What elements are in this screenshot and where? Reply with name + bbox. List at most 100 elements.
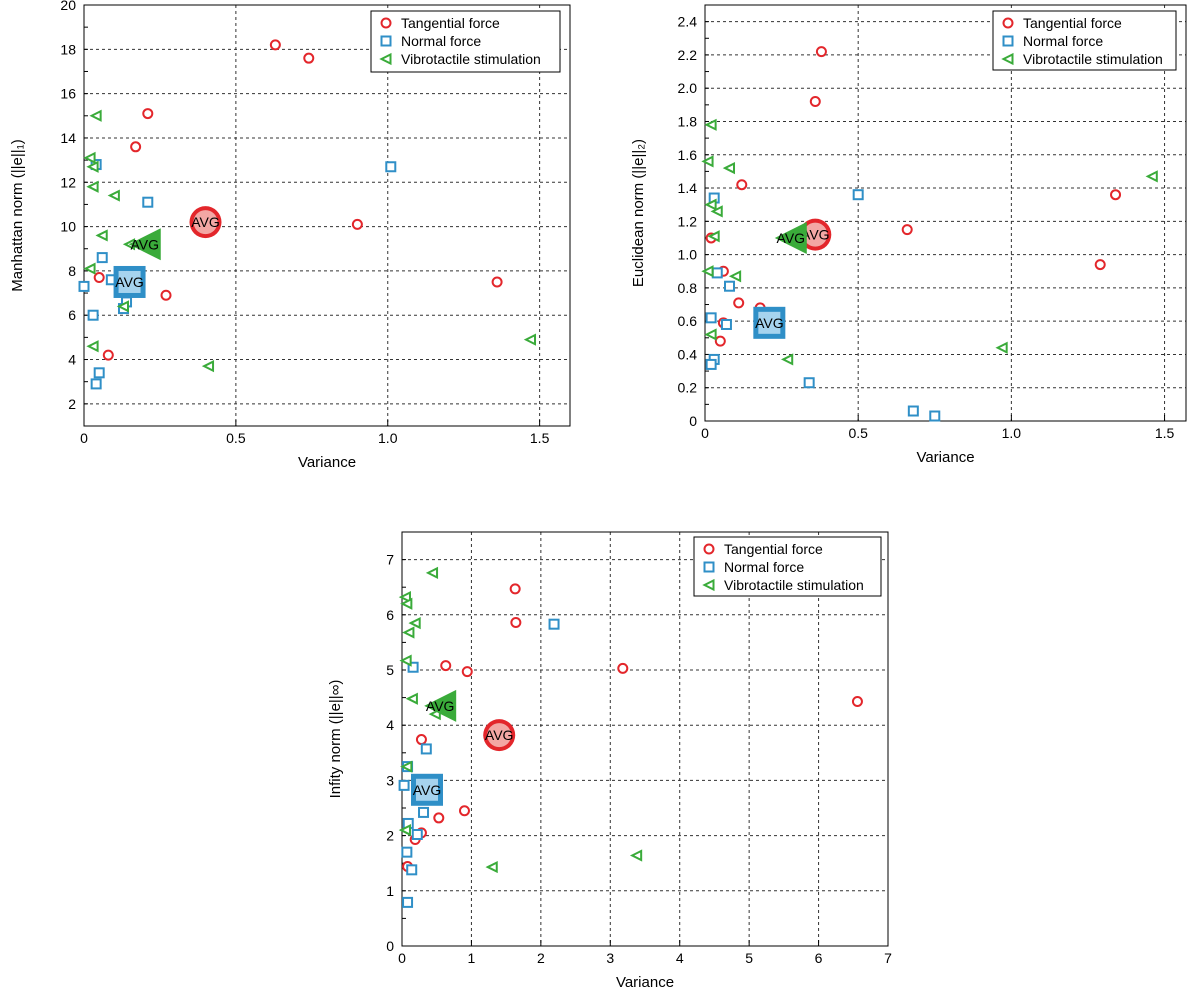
legend-marker [703, 543, 715, 555]
data-point [705, 358, 717, 370]
x-tick-label: 1.5 [1155, 425, 1175, 441]
data-point [704, 198, 717, 211]
data-point [701, 155, 714, 168]
legend-marker [380, 17, 392, 29]
y-axis-label: Euclidean norm (||e||₂) [630, 139, 647, 287]
data-point [617, 662, 629, 674]
legend-label: Normal force [1023, 33, 1103, 49]
data-point [90, 378, 102, 390]
data-point [415, 734, 427, 746]
avg-marker [424, 689, 457, 722]
avg-marker [128, 228, 161, 261]
data-point [385, 161, 397, 173]
legend-label: Tangential force [1023, 15, 1122, 31]
data-point [201, 360, 215, 373]
x-tick-label: 1 [468, 950, 476, 966]
y-tick-label: 8 [68, 263, 76, 279]
data-point [87, 309, 99, 321]
data-point [714, 335, 726, 347]
data-point [901, 224, 913, 236]
data-point [95, 229, 108, 242]
avg-label: AVG [777, 230, 806, 246]
legend-marker [702, 578, 715, 592]
x-tick-label: 1.0 [378, 430, 398, 446]
avg-marker-center [118, 270, 141, 293]
data-point [701, 265, 714, 278]
data-point [491, 276, 503, 288]
data-point [433, 812, 445, 824]
data-point [711, 267, 723, 279]
y-tick-label: 12 [60, 174, 76, 190]
avg-marker-center [758, 311, 781, 334]
legend-box [992, 10, 1177, 71]
data-point [400, 760, 413, 773]
series-tangential [93, 39, 503, 361]
avg-marker-center [415, 778, 438, 801]
plot-frame [83, 4, 571, 427]
data-point [707, 230, 720, 243]
chart-euclidean: 0 0.5 1.0 1.5 0 0.2 0.4 0.6 0.8 1.0 1.2 1.4 1.6 1.8 2.… [630, 4, 1187, 466]
y-tick-label: 0 [689, 413, 697, 429]
data-point [852, 189, 864, 201]
data-point [399, 654, 412, 667]
data-point [83, 151, 96, 165]
y-tick-label: 2.0 [678, 80, 698, 96]
y-tick-label: 2 [386, 828, 394, 844]
data-point [851, 695, 863, 707]
series-normal [398, 618, 560, 908]
plot-frame [401, 531, 889, 947]
y-tick-label: 6 [68, 307, 76, 323]
x-tick-label: 1.5 [530, 430, 550, 446]
data-point [1145, 170, 1158, 183]
y-tick-label: 1.2 [678, 213, 698, 229]
data-point [107, 189, 120, 202]
y-tick-label: 2.2 [678, 47, 698, 63]
x-tick-label: 0.5 [226, 430, 246, 446]
y-tick-label: 1.4 [678, 180, 698, 196]
data-point [722, 161, 736, 175]
data-point [269, 39, 281, 51]
x-axis-label: Variance [616, 974, 674, 990]
legend-marker [1002, 17, 1014, 29]
x-tick-label: 6 [815, 950, 823, 966]
y-tick-label: 20 [60, 0, 76, 13]
y-tick-label: 5 [386, 662, 394, 678]
data-point [142, 196, 154, 208]
legend-label: Normal force [724, 559, 804, 575]
data-point [78, 280, 90, 292]
avg-marker-center [193, 210, 218, 235]
data-point [398, 591, 411, 604]
avg-label: AVG [115, 274, 144, 290]
y-tick-label: 0.8 [678, 280, 698, 296]
data-point [803, 377, 815, 389]
chart-manhattan: 0 0.5 1.0 1.5 2 4 6 8 10 12 14 16 18 20 Variance Manhat… [9, 0, 571, 471]
y-axis-label: Infity norm (||e||∞) [327, 680, 344, 799]
avg-marker-center [487, 723, 512, 748]
data-point [102, 349, 114, 361]
data-point [407, 661, 419, 673]
data-point [142, 108, 154, 120]
y-tick-label: 6 [386, 607, 394, 623]
x-axis-label: Variance [298, 454, 356, 471]
data-point [728, 270, 742, 283]
data-point [402, 626, 415, 639]
data-point [351, 218, 363, 230]
data-point [1110, 189, 1122, 201]
avg-label: AVG [130, 236, 159, 252]
legend-label: Vibrotactile stimulation [401, 51, 541, 67]
legend-marker [703, 561, 715, 573]
x-tick-label: 0 [701, 425, 709, 441]
data-point [929, 410, 941, 422]
data-point [96, 252, 108, 264]
y-tick-label: 3 [386, 772, 394, 788]
y-tick-label: 4 [68, 352, 76, 368]
data-point [411, 828, 423, 840]
data-point [815, 46, 827, 58]
series-vibro [701, 118, 1158, 366]
x-tick-label: 2 [537, 950, 545, 966]
data-point [461, 666, 473, 678]
data-point [704, 328, 717, 341]
y-tick-label: 0.2 [678, 380, 698, 396]
data-point [160, 289, 172, 301]
